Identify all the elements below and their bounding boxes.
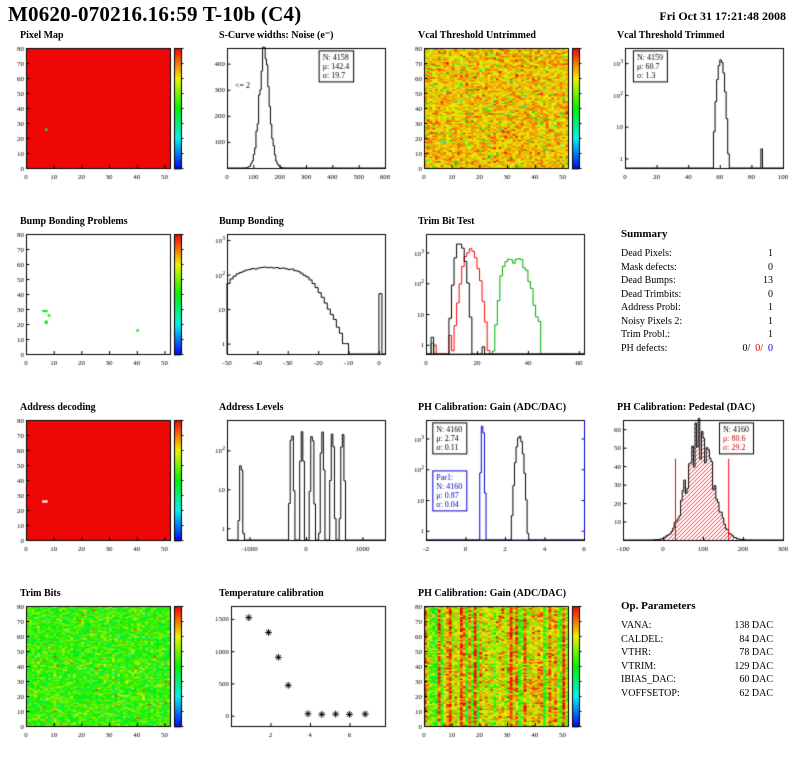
row-value: 13 — [763, 275, 773, 286]
summary-row-trim-probl: Trim Probl.: 1 — [621, 328, 773, 342]
chart-title: PH Calibration: Pedestal (DAC) — [617, 402, 756, 413]
row-label: Noisy Pixels 2: — [621, 315, 683, 327]
op-row-caldel: CALDEL: 84 DAC — [621, 633, 773, 647]
panel-bump-bonding: Bump Bonding — [201, 214, 400, 400]
chart-title: Address Levels — [219, 402, 284, 413]
report-header: M0620-070216.16:59 T-10b (C4) Fri Oct 31… — [0, 0, 796, 28]
row-value: 62 DAC — [739, 687, 773, 699]
chart-title: Vcal Threshold Untrimmed — [418, 30, 536, 41]
chart-title: Address decoding — [20, 402, 96, 413]
scurve-noise-chart — [203, 43, 393, 183]
row-value: 0 — [768, 288, 773, 300]
ph-defects-black: 0/ — [742, 342, 751, 354]
summary-row-dead-bumps: Dead Bumps: 13 — [621, 274, 773, 288]
row-label: VOFFSETOP: — [621, 687, 680, 699]
bump-bonding-chart — [203, 229, 393, 369]
row-value: 60 DAC — [739, 674, 773, 685]
address-decoding-chart — [4, 415, 194, 555]
op-row-voffsetop: VOFFSETOP: 62 DAC — [621, 687, 773, 701]
panel-trim-bit-test: Trim Bit Test — [400, 214, 599, 400]
row-value: 0 — [768, 261, 773, 273]
vcal-untrimmed-chart — [402, 43, 592, 183]
row-label: VTHR: — [621, 647, 651, 658]
panel-scurve-noise: S-Curve widths: Noise (e⁻) — [201, 28, 400, 214]
bump-problems-chart — [4, 229, 194, 369]
op-row-ibias: IBIAS_DAC: 60 DAC — [621, 673, 773, 687]
panel-trim-bits: Trim Bits — [2, 586, 201, 772]
row-label: Trim Probl.: — [621, 329, 671, 340]
op-parameters-title: Op. Parameters — [621, 600, 696, 612]
row-value: 1 — [768, 302, 773, 313]
row-label: Dead Trimbits: — [621, 288, 682, 300]
summary-panel: Summary Dead Pixels: 1 Mask defects: 0 D… — [599, 214, 796, 400]
panel-temp-calibration: Temperature calibration — [201, 586, 400, 772]
trim-bits-chart — [4, 601, 194, 741]
ph-gain-chart — [402, 415, 592, 555]
plot-grid: Pixel Map S-Curve widths: Noise (e⁻) Vca… — [0, 28, 796, 772]
panel-ph-pedestal: PH Calibration: Pedestal (DAC) — [599, 400, 796, 586]
summary-title: Summary — [621, 228, 668, 240]
panel-address-levels: Address Levels — [201, 400, 400, 586]
chart-title: Vcal Threshold Trimmed — [617, 30, 725, 41]
address-levels-chart — [203, 415, 393, 555]
panel-bump-problems: Bump Bonding Problems — [2, 214, 201, 400]
row-label: Dead Pixels: — [621, 248, 672, 259]
row-label: Mask defects: — [621, 261, 677, 273]
pixel-map-chart — [4, 43, 194, 183]
chart-title: Bump Bonding Problems — [20, 216, 128, 227]
panel-address-decoding: Address decoding — [2, 400, 201, 586]
row-value: 1 — [768, 315, 773, 327]
summary-row-mask-defects: Mask defects: 0 — [621, 261, 773, 275]
row-value: 138 DAC — [734, 620, 773, 631]
row-label: Dead Bumps: — [621, 275, 676, 286]
panel-vcal-trimmed: Vcal Threshold Trimmed — [599, 28, 796, 214]
ph-defects-red: 0/ — [755, 342, 763, 354]
op-row-vtrim: VTRIM: 129 DAC — [621, 660, 773, 674]
ph-gain-map-chart — [402, 601, 592, 741]
row-label: VANA: — [621, 620, 652, 631]
row-label: VTRIM: — [621, 660, 656, 672]
op-row-vthr: VTHR: 78 DAC — [621, 646, 773, 660]
temp-calibration-chart — [203, 601, 393, 741]
panel-ph-gain: PH Calibration: Gain (ADC/DAC) — [400, 400, 599, 586]
row-value: 1 — [768, 329, 773, 340]
summary-row-dead-trimbits: Dead Trimbits: 0 — [621, 288, 773, 302]
trim-bit-test-chart — [402, 229, 592, 369]
row-value: 1 — [768, 248, 773, 259]
vcal-trimmed-chart — [601, 43, 791, 183]
row-value: 84 DAC — [739, 633, 773, 645]
chart-title: Trim Bit Test — [418, 216, 475, 227]
page-title: M0620-070216.16:59 T-10b (C4) — [8, 2, 302, 26]
timestamp: Fri Oct 31 17:21:48 2008 — [659, 9, 786, 23]
chart-title: PH Calibration: Gain (ADC/DAC) — [418, 588, 567, 599]
chart-title: PH Calibration: Gain (ADC/DAC) — [418, 402, 567, 413]
chart-title: S-Curve widths: Noise (e⁻) — [219, 30, 334, 41]
row-value: 129 DAC — [734, 660, 773, 672]
ph-pedestal-chart — [601, 415, 791, 555]
row-label: Address Probl: — [621, 302, 681, 313]
row-label: PH defects: — [621, 342, 668, 354]
ph-defects-blue: 0 — [768, 342, 773, 354]
chart-title: Pixel Map — [20, 30, 64, 41]
chart-title: Temperature calibration — [219, 588, 324, 599]
summary-row-address-probl: Address Probl: 1 — [621, 301, 773, 315]
panel-vcal-untrimmed: Vcal Threshold Untrimmed — [400, 28, 599, 214]
summary-row-noisy-pixels: Noisy Pixels 2: 1 — [621, 315, 773, 329]
op-parameters-panel: Op. Parameters VANA: 138 DAC CALDEL: 84 … — [599, 586, 796, 772]
chart-title: Bump Bonding — [219, 216, 284, 227]
row-label: CALDEL: — [621, 633, 664, 645]
chart-title: Trim Bits — [20, 588, 61, 599]
row-label: IBIAS_DAC: — [621, 674, 677, 685]
panel-ph-gain-map: PH Calibration: Gain (ADC/DAC) — [400, 586, 599, 772]
op-row-vana: VANA: 138 DAC — [621, 619, 773, 633]
row-value: 0/0/0 — [737, 342, 773, 356]
panel-pixel-map: Pixel Map — [2, 28, 201, 214]
summary-row-dead-pixels: Dead Pixels: 1 — [621, 247, 773, 261]
summary-row-ph-defects: PH defects: 0/0/0 — [621, 342, 773, 356]
row-value: 78 DAC — [739, 647, 773, 658]
